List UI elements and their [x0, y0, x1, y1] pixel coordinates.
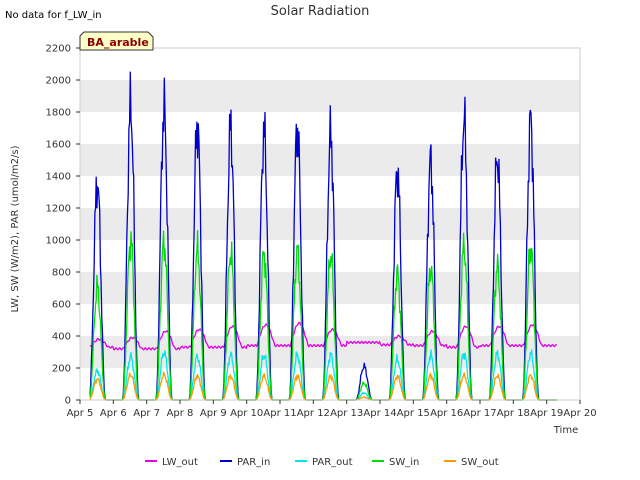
y-tick-label: 0 [65, 396, 71, 407]
y-axis-ticks: 0 200 400 600 800 1000 1200 1400 1600 1800 2000 220… [46, 44, 80, 407]
background-band [80, 272, 580, 304]
badge-label: BA_arable [87, 36, 149, 49]
x-tick-label: Apr 14 [363, 408, 396, 419]
y-tick-label: 2200 [46, 44, 71, 55]
y-tick-label: 1800 [46, 108, 71, 119]
y-tick-label: 1400 [46, 172, 71, 183]
y-tick-label: 400 [52, 332, 71, 343]
chart-title: Solar Radiation [271, 4, 370, 19]
x-tick-label: Apr 10 [230, 408, 263, 419]
y-tick-label: 200 [52, 364, 71, 375]
x-tick-label: Apr 7 [133, 408, 160, 419]
legend-label-PAR_in: PAR_in [237, 457, 270, 468]
y-tick-label: 2000 [46, 76, 71, 87]
legend-label-SW_in: SW_in [389, 457, 419, 468]
x-tick-label: Apr 20 [563, 408, 596, 419]
y-axis-label: LW, SW (W/m2), PAR (umol/m2/s) [10, 145, 21, 312]
y-tick-label: 1200 [46, 204, 71, 215]
background-band [80, 208, 580, 240]
no-data-note: No data for f_LW_in [5, 10, 102, 21]
x-tick-label: Apr 15 [397, 408, 430, 419]
x-tick-label: Apr 19 [530, 408, 563, 419]
x-tick-label: Apr 18 [497, 408, 530, 419]
y-tick-label: 1600 [46, 140, 71, 151]
background-band [80, 336, 580, 368]
x-tick-label: Apr 12 [297, 408, 330, 419]
y-tick-label: 600 [52, 300, 71, 311]
y-tick-label: 1000 [46, 236, 71, 247]
legend-label-PAR_out: PAR_out [312, 457, 353, 468]
legend-label-LW_out: LW_out [162, 457, 198, 468]
legend-label-SW_out: SW_out [461, 457, 499, 468]
x-tick-label: Apr 16 [430, 408, 463, 419]
x-tick-label: Apr 17 [463, 408, 496, 419]
x-axis-label: Time [553, 425, 578, 436]
x-tick-label: Apr 8 [167, 408, 194, 419]
x-axis-ticks: Apr 5 Apr 6 Apr 7 Apr 8 Apr 9 Apr 10 Apr 11 Apr… [67, 400, 597, 419]
legend: LW_out PAR_in PAR_out SW_in SW_out [145, 457, 499, 468]
x-tick-label: Apr 5 [67, 408, 94, 419]
badge-box [79, 31, 154, 51]
x-tick-label: Apr 9 [200, 408, 227, 419]
y-tick-label: 800 [52, 268, 71, 279]
badge: BA_arable [79, 31, 154, 51]
x-tick-label: Apr 13 [330, 408, 363, 419]
x-tick-label: Apr 11 [263, 408, 296, 419]
x-tick-label: Apr 6 [100, 408, 127, 419]
plot-frame [79, 47, 581, 401]
